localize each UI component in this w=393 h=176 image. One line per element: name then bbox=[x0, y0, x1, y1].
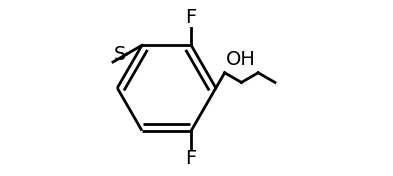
Text: OH: OH bbox=[226, 50, 255, 69]
Text: F: F bbox=[185, 8, 197, 27]
Text: S: S bbox=[114, 45, 126, 64]
Text: F: F bbox=[185, 149, 197, 168]
